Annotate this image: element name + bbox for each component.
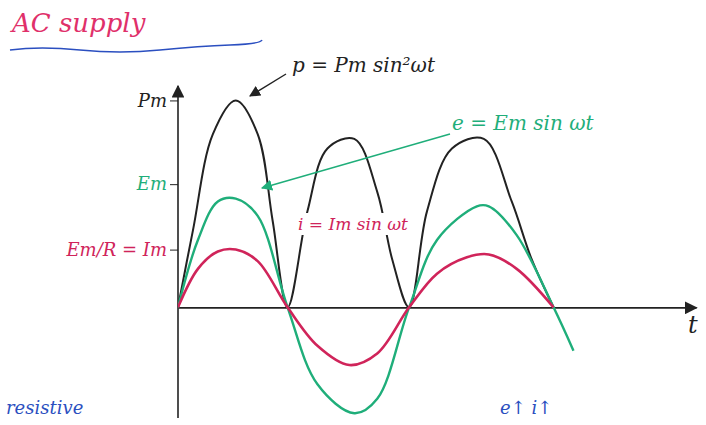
- annotation: e↑ i↑: [500, 397, 552, 418]
- series-label: i = Im sin ωt: [298, 214, 408, 234]
- y-tick-label: Em: [136, 173, 167, 194]
- pointer-arrow: [262, 134, 450, 188]
- title-underline: [10, 40, 262, 52]
- y-tick-mark: [170, 250, 178, 251]
- series-labels: p = Pm sin²ωt e = Em sin ωt i = Im sin ωt: [292, 53, 594, 235]
- y-tick: Pm: [137, 90, 178, 111]
- y-tick: Em/R = Im: [65, 239, 178, 260]
- y-axis-line: [177, 86, 179, 418]
- series-line: [178, 249, 554, 365]
- x-axis: [179, 307, 697, 308]
- annotation: resistive: [6, 397, 83, 418]
- series-label: p = Pm sin²ωt: [292, 53, 436, 77]
- plot-area: [178, 100, 573, 413]
- pointer-arrow: [250, 74, 286, 96]
- y-tick-mark: [170, 184, 178, 185]
- y-tick-mark: [170, 100, 178, 101]
- y-tick-label: Em/R = Im: [65, 239, 167, 260]
- series-label: e = Em sin ωt: [452, 111, 594, 135]
- y-tick-label: Pm: [137, 90, 167, 111]
- title: AC supply: [10, 8, 146, 38]
- y-axis: Pm Em Em/R = Im: [65, 86, 178, 418]
- x-axis-title: t: [688, 311, 698, 339]
- label-patch: [296, 213, 410, 235]
- series-line: [178, 198, 573, 413]
- y-tick: Em: [136, 173, 178, 194]
- x-axis-line: [179, 307, 697, 309]
